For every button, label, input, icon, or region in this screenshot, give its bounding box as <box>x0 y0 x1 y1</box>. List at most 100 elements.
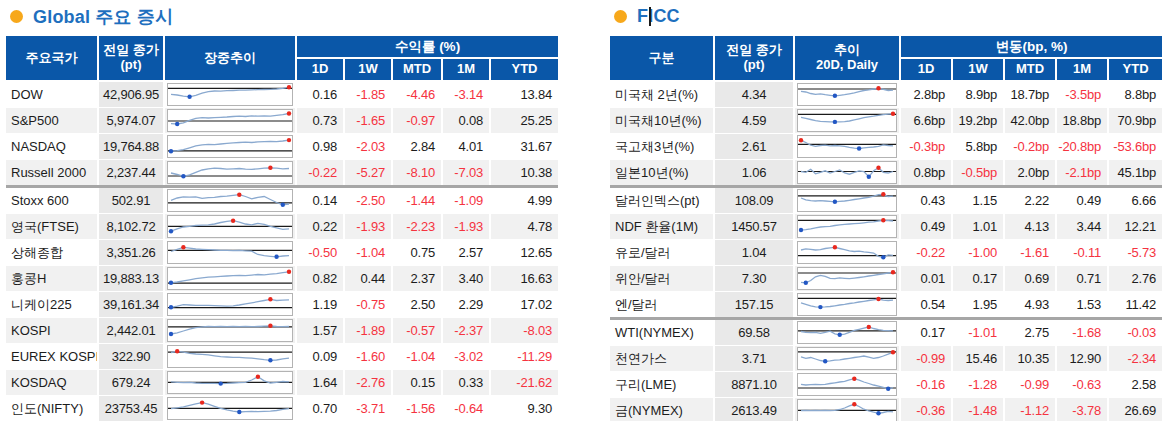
value-ytd: 4.78 <box>490 214 558 240</box>
value-mtd: -1.61 <box>1004 240 1056 266</box>
value-mtd: 2.50 <box>392 292 442 318</box>
value-1w: -2.50 <box>344 187 392 214</box>
sparkline-cell <box>164 240 296 266</box>
table-row: 구리(LME)8871.10-0.16-1.28-0.99-0.632.58 <box>610 372 1162 398</box>
prev-close-value: 502.91 <box>98 187 164 214</box>
sparkline-cell <box>794 292 900 319</box>
table-row: 니케이22539,161.341.19-0.752.502.2917.02 <box>6 292 558 318</box>
value-mtd: 2.22 <box>1004 187 1056 214</box>
value-1m: 3.40 <box>442 266 490 292</box>
value-mtd: 0.75 <box>392 240 442 266</box>
value-ytd: 2.76 <box>1108 266 1162 292</box>
sparkline-chart <box>797 399 897 421</box>
value-1w: -1.85 <box>344 81 392 108</box>
value-1d: 6.6bp <box>900 108 952 134</box>
sparkline-chart <box>797 241 897 264</box>
value-mtd: 0.15 <box>392 370 442 396</box>
section-title-row: Global 주요 증시 <box>6 3 558 30</box>
value-mtd: -1.56 <box>392 396 442 421</box>
col-header-country: 주요국가 <box>6 36 98 81</box>
row-label: 구리(LME) <box>610 372 714 398</box>
table-header: 구분 전일 종가(pt) 추이20D, Daily 변동(bp, %) 1D 1… <box>610 36 1162 81</box>
value-1w: -1.04 <box>344 240 392 266</box>
text-cursor-icon <box>649 7 651 26</box>
row-label: KOSDAQ <box>6 370 98 396</box>
value-1m: 1.53 <box>1056 292 1108 319</box>
value-1w: -1.48 <box>952 398 1004 421</box>
value-1m: 3.44 <box>1056 214 1108 240</box>
value-1w: -2.03 <box>344 134 392 160</box>
value-1w: -1.00 <box>952 240 1004 266</box>
value-ytd: 13.84 <box>490 81 558 108</box>
col-header-1d: 1D <box>296 58 344 81</box>
row-label: WTI(NYMEX) <box>610 319 714 346</box>
table-row: NDF 환율(1M)1450.570.491.014.133.4412.21 <box>610 214 1162 240</box>
row-label: 미국채10년(%) <box>610 108 714 134</box>
prev-close-value: 19,883.13 <box>98 266 164 292</box>
page-title: Global 주요 증시 <box>33 5 173 29</box>
prev-close-value: 42,906.95 <box>98 81 164 108</box>
value-ytd: 17.02 <box>490 292 558 318</box>
table-body: DOW42,906.950.16-1.85-4.46-3.1413.84S&P5… <box>6 81 558 421</box>
value-1m: 18.8bp <box>1056 108 1108 134</box>
value-1w: -1.01 <box>952 319 1004 346</box>
value-1w: -1.65 <box>344 108 392 134</box>
row-label: NASDAQ <box>6 134 98 160</box>
value-1d: 1.19 <box>296 292 344 318</box>
value-1m: -1.09 <box>442 187 490 214</box>
sparkline-cell <box>164 214 296 240</box>
sparkline-chart <box>797 109 897 132</box>
row-label: NDF 환율(1M) <box>610 214 714 240</box>
value-1m: 0.49 <box>1056 187 1108 214</box>
value-1d: -0.99 <box>900 346 952 372</box>
table-row: NASDAQ19,764.880.98-2.032.844.0131.67 <box>6 134 558 160</box>
value-1d: 0.09 <box>296 344 344 370</box>
value-1d: 0.49 <box>900 214 952 240</box>
table-header: 주요국가 전일 종가(pt) 장중추이 수익률 (%) 1D 1W MTD 1M… <box>6 36 558 81</box>
page-title: FICC <box>637 6 680 27</box>
value-1m: 2.29 <box>442 292 490 318</box>
sparkline-chart <box>797 267 897 290</box>
value-1m: -0.64 <box>442 396 490 421</box>
col-header-1m: 1M <box>1056 58 1108 81</box>
table-row: 미국채10년(%)4.596.6bp19.2bp42.0bp18.8bp70.9… <box>610 108 1162 134</box>
sparkline-cell <box>794 319 900 346</box>
col-header-ytd: YTD <box>490 58 558 81</box>
sparkline-cell <box>794 187 900 214</box>
value-1d: 2.8bp <box>900 81 952 108</box>
sparkline-chart <box>797 293 897 316</box>
value-1d: -0.22 <box>900 240 952 266</box>
table-row: Stoxx 600502.910.14-2.50-1.44-1.094.99 <box>6 187 558 214</box>
table-row: 엔/달러157.150.541.954.931.5311.42 <box>610 292 1162 319</box>
value-1w: 1.95 <box>952 292 1004 319</box>
value-1w: 0.44 <box>344 266 392 292</box>
table-row: 일본10년(%)1.060.8bp-0.5bp2.0bp-2.1bp45.1bp <box>610 160 1162 187</box>
prev-close-value: 4.34 <box>714 81 794 108</box>
value-ytd: 2.58 <box>1108 372 1162 398</box>
value-mtd: 4.93 <box>1004 292 1056 319</box>
value-1d: -0.50 <box>296 240 344 266</box>
col-header-change-group: 변동(bp, %) <box>900 36 1162 58</box>
value-1w: 0.17 <box>952 266 1004 292</box>
row-label: 금(NYMEX) <box>610 398 714 421</box>
table-row: 유로/달러1.04-0.22-1.00-1.61-0.11-5.73 <box>610 240 1162 266</box>
col-header-return-group: 수익률 (%) <box>296 36 558 58</box>
table-body: 미국채 2년(%)4.342.8bp8.9bp18.7bp-3.5bp8.8bp… <box>610 81 1162 421</box>
value-ytd: 25.25 <box>490 108 558 134</box>
sparkline-chart <box>167 189 293 212</box>
value-1m: -2.37 <box>442 318 490 344</box>
table-row: 위안/달러7.300.010.170.690.712.76 <box>610 266 1162 292</box>
value-1d: -0.22 <box>296 160 344 187</box>
value-ytd: -21.62 <box>490 370 558 396</box>
value-mtd: -0.97 <box>392 108 442 134</box>
value-mtd: -8.10 <box>392 160 442 187</box>
sparkline-chart <box>167 319 293 342</box>
value-mtd: -0.2bp <box>1004 134 1056 160</box>
sparkline-cell <box>164 134 296 160</box>
value-1d: -0.16 <box>900 372 952 398</box>
value-1w: -2.76 <box>344 370 392 396</box>
value-1d: 0.01 <box>900 266 952 292</box>
sparkline-chart <box>167 397 293 420</box>
value-mtd: 2.84 <box>392 134 442 160</box>
row-label: 국고채3년(%) <box>610 134 714 160</box>
